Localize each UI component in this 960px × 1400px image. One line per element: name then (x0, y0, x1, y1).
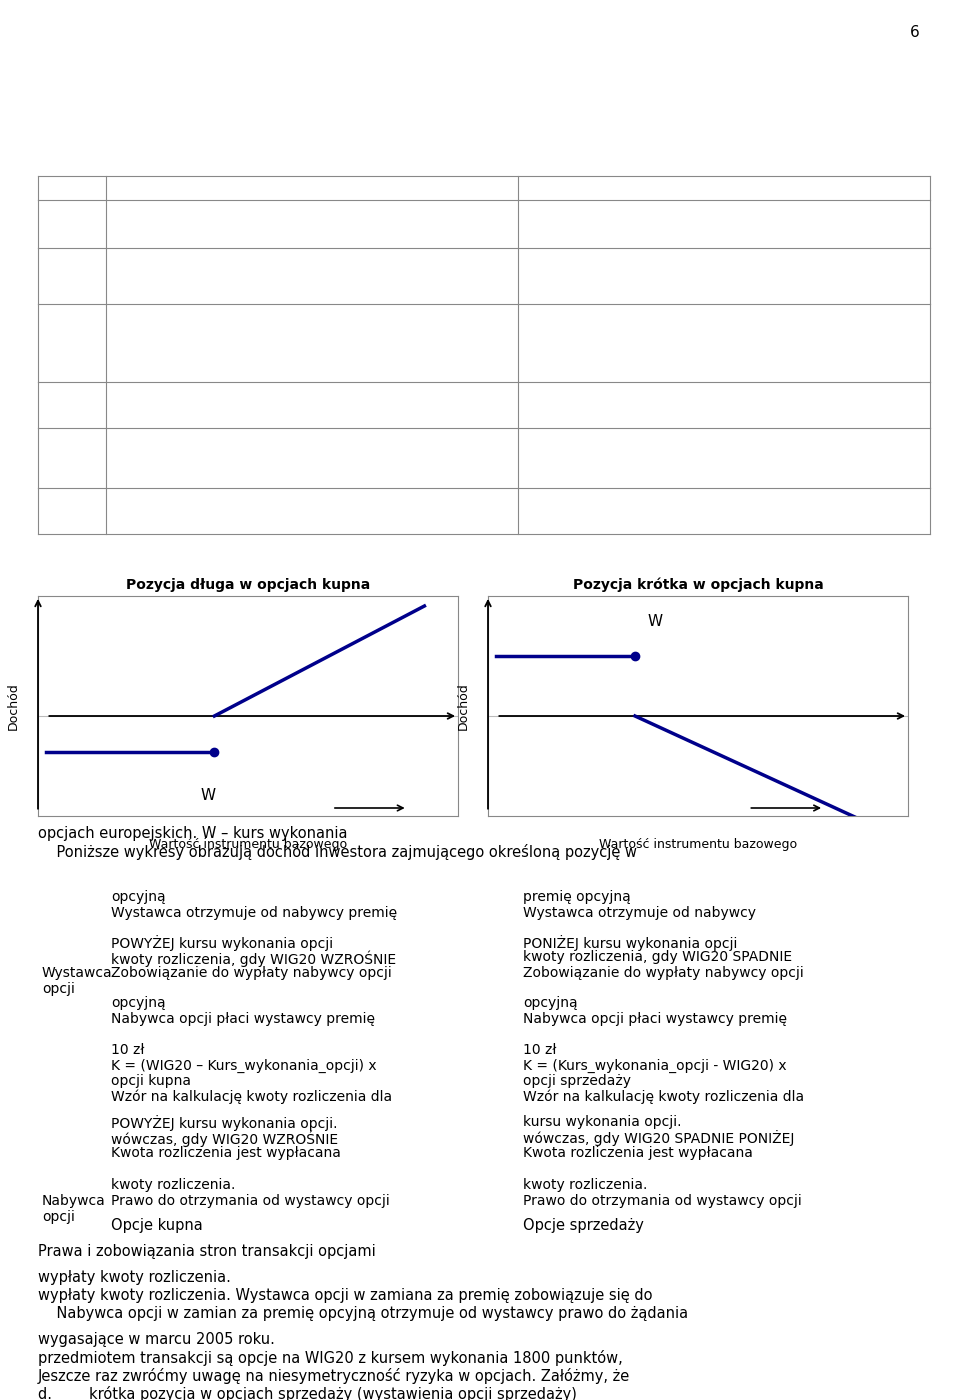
Text: POWYŻEJ kursu wykonania opcji.: POWYŻEJ kursu wykonania opcji. (111, 1114, 338, 1131)
Text: Kwota rozliczenia jest wypłacana: Kwota rozliczenia jest wypłacana (111, 1147, 341, 1161)
Text: Wystawca
opcji: Wystawca opcji (42, 966, 112, 997)
Text: opcyjną: opcyjną (523, 997, 578, 1011)
Title: Pozycja długa w opcjach kupna: Pozycja długa w opcjach kupna (126, 578, 371, 592)
Text: Wystawca otrzymuje od nabywcy: Wystawca otrzymuje od nabywcy (523, 906, 756, 920)
Text: 6: 6 (910, 25, 920, 41)
Text: wypłaty kwoty rozliczenia. Wystawca opcji w zamiana za premię zobowiązuje się do: wypłaty kwoty rozliczenia. Wystawca opcj… (38, 1288, 653, 1303)
Text: kwoty rozliczenia, gdy WIG20 SPADNIE: kwoty rozliczenia, gdy WIG20 SPADNIE (523, 951, 792, 965)
Text: opcji sprzedaży: opcji sprzedaży (523, 1075, 631, 1089)
Text: Jeszcze raz zwróćmy uwagę na niesymetryczność ryzyka w opcjach. Załóżmy, że: Jeszcze raz zwróćmy uwagę na niesymetryc… (38, 1368, 631, 1385)
Text: Opcje kupna: Opcje kupna (111, 1218, 203, 1233)
Text: kwoty rozliczenia.: kwoty rozliczenia. (523, 1179, 647, 1193)
Text: premię opcyjną: premię opcyjną (523, 890, 631, 904)
Text: W: W (648, 615, 662, 629)
Text: przedmiotem transakcji są opcje na WIG20 z kursem wykonania 1800 punktów,: przedmiotem transakcji są opcje na WIG20… (38, 1350, 623, 1366)
Text: opcjach europejskich. W – kurs wykonania: opcjach europejskich. W – kurs wykonania (38, 826, 348, 841)
Text: wypłaty kwoty rozliczenia.: wypłaty kwoty rozliczenia. (38, 1270, 230, 1285)
Text: Dochód: Dochód (456, 682, 469, 729)
Text: PONIŻEJ kursu wykonania opcji: PONIŻEJ kursu wykonania opcji (523, 935, 737, 951)
Text: Zobowiązanie do wypłaty nabywcy opcji: Zobowiązanie do wypłaty nabywcy opcji (523, 966, 804, 980)
Text: Opcje sprzedaży: Opcje sprzedaży (523, 1218, 644, 1233)
Text: Nabywca
opcji: Nabywca opcji (42, 1194, 106, 1224)
Title: Pozycja krótka w opcjach kupna: Pozycja krótka w opcjach kupna (572, 578, 824, 592)
Text: kwoty rozliczenia.: kwoty rozliczenia. (111, 1179, 235, 1193)
Text: wówczas, gdy WIG20 SPADNIE PONIŻEJ: wówczas, gdy WIG20 SPADNIE PONIŻEJ (523, 1131, 794, 1147)
Text: Prawo do otrzymania od wystawcy opcji: Prawo do otrzymania od wystawcy opcji (523, 1194, 802, 1208)
Text: Nabywca opcji w zamian za premię opcyjną otrzymuje od wystawcy prawo do żądania: Nabywca opcji w zamian za premię opcyjną… (38, 1306, 688, 1322)
Text: Zobowiązanie do wypłaty nabywcy opcji: Zobowiązanie do wypłaty nabywcy opcji (111, 966, 392, 980)
Text: wówczas, gdy WIG20 WZROŚNIE: wówczas, gdy WIG20 WZROŚNIE (111, 1131, 338, 1147)
Text: 10 zł: 10 zł (111, 1043, 144, 1057)
Text: Prawa i zobowiązania stron transakcji opcjami: Prawa i zobowiązania stron transakcji op… (38, 1245, 375, 1259)
Text: K = (Kurs_wykonania_opcji - WIG20) x: K = (Kurs_wykonania_opcji - WIG20) x (523, 1058, 786, 1074)
Text: Wartość instrumentu bazowego: Wartość instrumentu bazowego (599, 839, 797, 851)
Text: wygasające w marcu 2005 roku.: wygasające w marcu 2005 roku. (38, 1331, 275, 1347)
Text: Nabywca opcji płaci wystawcy premię: Nabywca opcji płaci wystawcy premię (111, 1012, 375, 1026)
Text: Kwota rozliczenia jest wypłacana: Kwota rozliczenia jest wypłacana (523, 1147, 753, 1161)
Text: W: W (201, 788, 216, 804)
Text: opcyjną: opcyjną (111, 997, 166, 1011)
Text: Wzór na kalkulację kwoty rozliczenia dla: Wzór na kalkulację kwoty rozliczenia dla (111, 1091, 392, 1105)
Text: Prawo do otrzymania od wystawcy opcji: Prawo do otrzymania od wystawcy opcji (111, 1194, 390, 1208)
Text: Dochód: Dochód (7, 682, 19, 729)
Text: Wzór na kalkulację kwoty rozliczenia dla: Wzór na kalkulację kwoty rozliczenia dla (523, 1091, 804, 1105)
Text: POWYŻEJ kursu wykonania opcji: POWYŻEJ kursu wykonania opcji (111, 935, 333, 951)
Text: K = (WIG20 – Kurs_wykonania_opcji) x: K = (WIG20 – Kurs_wykonania_opcji) x (111, 1058, 376, 1074)
Text: Poniższe wykresy obrazują dochód inwestora zajmującego określoną pozycję w: Poniższe wykresy obrazują dochód inwesto… (38, 844, 637, 860)
Text: kursu wykonania opcji.: kursu wykonania opcji. (523, 1114, 682, 1128)
Text: d.        krótka pozycja w opcjach sprzedaży (wystawienia opcji sprzedaży): d. krótka pozycja w opcjach sprzedaży (w… (38, 1386, 577, 1400)
Text: opcyjną: opcyjną (111, 890, 166, 904)
Text: kwoty rozliczenia, gdy WIG20 WZROŚNIE: kwoty rozliczenia, gdy WIG20 WZROŚNIE (111, 951, 396, 967)
Text: opcji kupna: opcji kupna (111, 1075, 191, 1089)
Text: Wystawca otrzymuje od nabywcy premię: Wystawca otrzymuje od nabywcy premię (111, 906, 397, 920)
Text: Wartość instrumentu bazowego: Wartość instrumentu bazowego (149, 839, 348, 851)
Text: 10 zł: 10 zł (523, 1043, 557, 1057)
Text: Nabywca opcji płaci wystawcy premię: Nabywca opcji płaci wystawcy premię (523, 1012, 787, 1026)
